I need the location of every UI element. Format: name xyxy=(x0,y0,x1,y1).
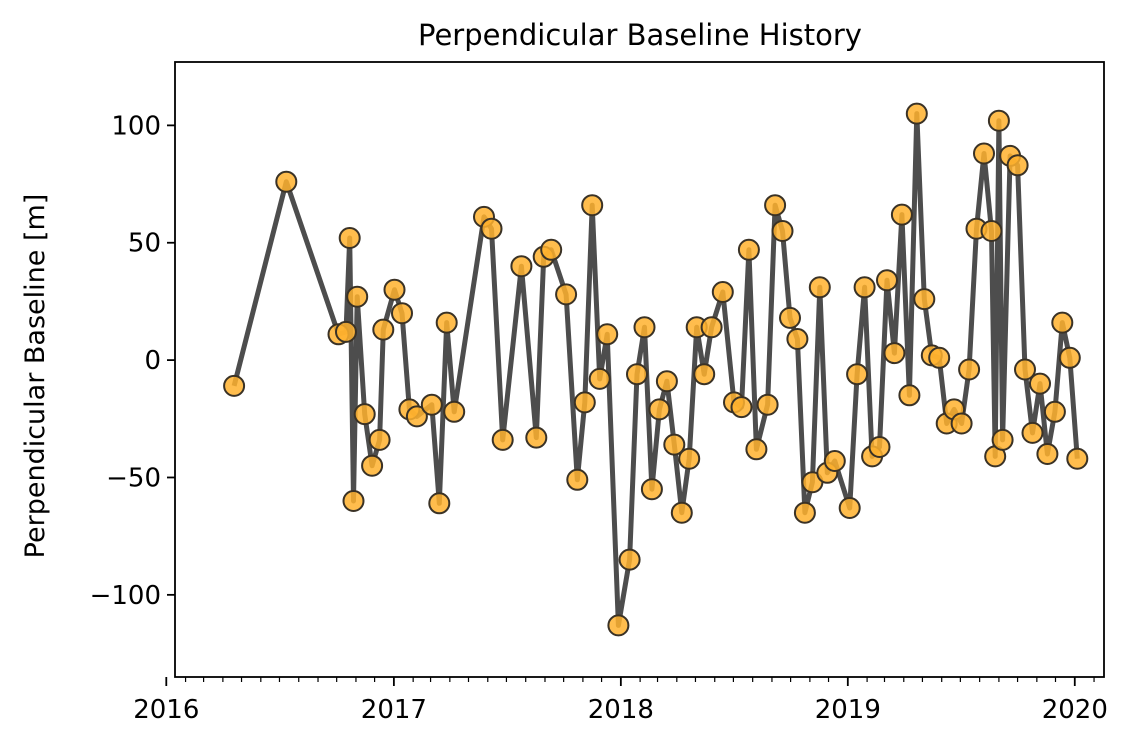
data-point xyxy=(540,238,563,261)
data-point xyxy=(525,426,548,449)
data-point xyxy=(405,405,428,428)
data-point xyxy=(950,412,973,435)
data-point xyxy=(730,396,753,419)
y-tick-label: −100 xyxy=(90,581,161,611)
data-point xyxy=(1051,311,1074,334)
x-tick-label: 2018 xyxy=(588,695,654,725)
data-point xyxy=(346,285,369,308)
data-point xyxy=(368,428,391,451)
data-point xyxy=(1029,372,1051,395)
data-point xyxy=(928,346,951,369)
data-point xyxy=(890,203,913,226)
y-tick-label: 0 xyxy=(144,346,161,376)
data-point xyxy=(973,142,995,165)
data-point xyxy=(808,276,831,299)
data-point xyxy=(693,363,716,386)
data-point xyxy=(958,358,981,381)
data-point xyxy=(391,302,413,325)
data-point xyxy=(338,227,361,249)
data-point xyxy=(980,220,1003,242)
data-point xyxy=(876,269,898,292)
chart-title: Perpendicular Baseline History xyxy=(418,18,862,52)
y-tick-label: −50 xyxy=(106,463,161,493)
data-point xyxy=(435,311,458,334)
data-point xyxy=(853,276,876,299)
data-point xyxy=(745,438,768,461)
plot-area xyxy=(223,102,1089,637)
x-tick-label: 2020 xyxy=(1042,695,1108,725)
data-point xyxy=(1006,154,1029,177)
data-point xyxy=(1036,443,1059,465)
y-axis-label: Perpendicular Baseline [m] xyxy=(20,194,51,559)
data-point xyxy=(1021,421,1044,444)
data-point xyxy=(581,194,604,217)
data-point xyxy=(1066,447,1089,470)
data-point xyxy=(846,363,869,386)
x-tick-label: 2019 xyxy=(815,695,881,725)
data-point xyxy=(372,318,395,341)
data-point xyxy=(991,428,1014,451)
data-point xyxy=(898,384,921,407)
data-point xyxy=(626,363,648,386)
data-point xyxy=(361,454,384,477)
data-point xyxy=(883,342,906,365)
data-point xyxy=(823,450,846,472)
data-point xyxy=(491,428,514,451)
data-point xyxy=(383,278,406,301)
data-point xyxy=(700,316,723,339)
data-point xyxy=(737,238,760,261)
data-point xyxy=(655,370,678,393)
data-point xyxy=(779,306,801,329)
data-point xyxy=(663,433,686,456)
data-point xyxy=(480,217,503,240)
data-point xyxy=(1043,400,1066,423)
y-tick-label: 100 xyxy=(111,111,161,141)
data-point xyxy=(596,323,619,346)
data-point xyxy=(905,102,928,125)
data-point xyxy=(275,170,298,193)
data-point xyxy=(987,109,1010,132)
data-point xyxy=(555,283,578,306)
axis-ticks: −100 −50 0 50 100 2016 2017 2018 2019 2020 xyxy=(90,111,1108,725)
data-point xyxy=(223,374,246,397)
plot-frame xyxy=(174,61,1105,678)
data-point xyxy=(670,501,693,524)
data-point xyxy=(510,255,533,278)
data-point xyxy=(838,497,861,519)
data-point xyxy=(868,436,891,458)
series-line xyxy=(231,111,1080,628)
data-point xyxy=(711,281,734,303)
x-tick-label: 2016 xyxy=(133,695,199,725)
data-point xyxy=(786,328,809,350)
data-point xyxy=(648,398,671,421)
data-point xyxy=(1014,358,1036,381)
data-point xyxy=(335,320,357,343)
data-point xyxy=(566,468,589,491)
data-point xyxy=(420,393,443,416)
data-point xyxy=(342,490,365,512)
data-point xyxy=(640,478,663,501)
y-tick-label: 50 xyxy=(128,229,161,259)
data-point xyxy=(771,220,794,242)
data-point xyxy=(443,400,466,423)
data-point xyxy=(428,492,451,515)
data-point xyxy=(1058,346,1081,369)
data-point xyxy=(756,393,779,416)
data-point xyxy=(793,501,816,524)
data-point xyxy=(764,194,787,217)
data-point xyxy=(588,367,611,390)
data-point xyxy=(353,403,376,426)
data-point xyxy=(678,447,701,470)
data-point xyxy=(913,288,936,311)
data-point xyxy=(633,316,656,339)
x-tick-label: 2017 xyxy=(361,695,427,725)
data-point xyxy=(607,614,630,637)
data-point xyxy=(618,548,641,571)
data-point xyxy=(573,391,596,414)
